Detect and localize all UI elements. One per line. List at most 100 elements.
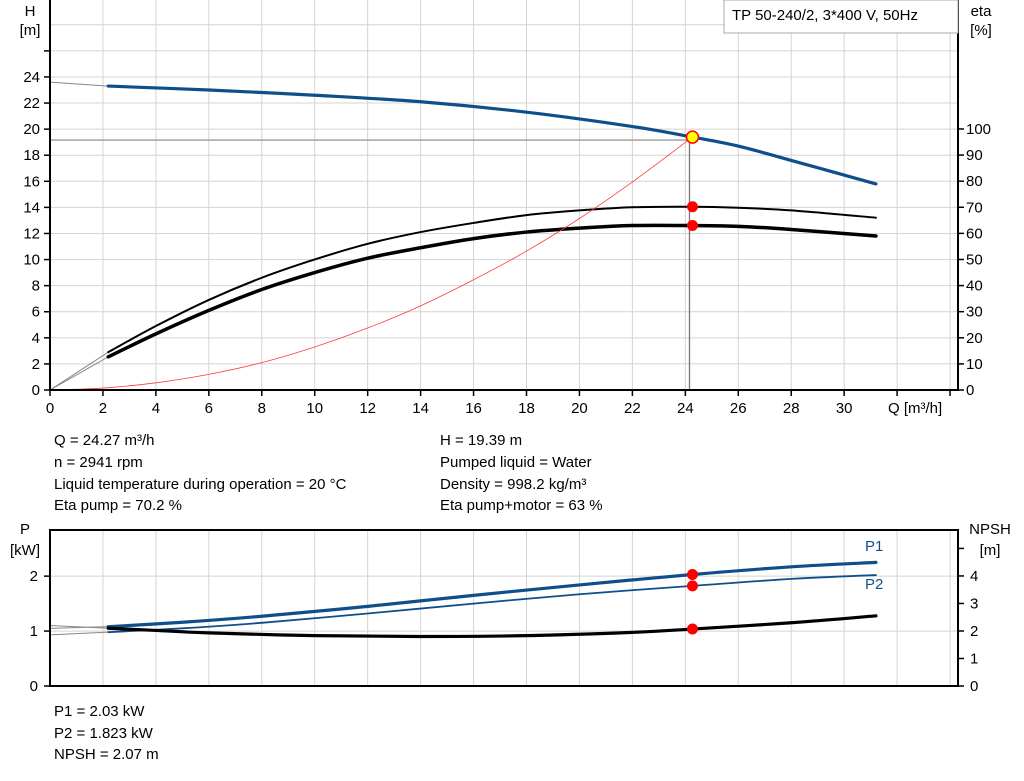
y-tick-label: 14 bbox=[23, 199, 40, 216]
y2-tick-label: 40 bbox=[966, 278, 983, 295]
eta-pump-motor-low-flow-line bbox=[49, 356, 109, 391]
bottom-plot-frame bbox=[49, 529, 959, 687]
npsh-low-flow-line bbox=[49, 624, 109, 629]
y-axis-label: H bbox=[25, 3, 36, 20]
info-pumped-liquid: Pumped liquid = Water bbox=[440, 454, 592, 471]
curves bbox=[49, 81, 878, 639]
info-eta-pump: Eta pump = 70.2 % bbox=[54, 497, 182, 514]
x-tick-label: 4 bbox=[152, 400, 160, 417]
x-tick-label: 24 bbox=[677, 400, 694, 417]
npsh-tick-label: 0 bbox=[970, 678, 978, 695]
info-eta-pump-motor: Eta pump+motor = 63 % bbox=[440, 497, 603, 514]
x-tick-label: 20 bbox=[571, 400, 588, 417]
eta-pump-curve bbox=[107, 205, 877, 354]
top-plot-axes bbox=[49, 0, 959, 391]
p1-low-flow-line bbox=[49, 626, 109, 629]
info-speed: n = 2941 rpm bbox=[54, 454, 143, 471]
y2-tick-label: 50 bbox=[966, 251, 983, 268]
p2-operating-dot bbox=[686, 580, 698, 592]
info-p1: P1 = 2.03 kW bbox=[54, 703, 145, 720]
p-tick-label: 1 bbox=[30, 623, 38, 640]
tick-labels: 0 2 4 6 8 10 12 14 16 18 20 22 24 26 28 300246810121416… bbox=[23, 69, 991, 695]
x-tick-label: 26 bbox=[730, 400, 747, 417]
info-bottom: P1 = 2.03 kW P2 = 1.823 kW NPSH = 2.07 m bbox=[54, 703, 159, 763]
x-axis-label: Q [m³/h] bbox=[888, 400, 942, 417]
y2-axis-label: eta bbox=[971, 3, 993, 20]
x-tick-label: 16 bbox=[465, 400, 482, 417]
x-tick-label: 14 bbox=[412, 400, 429, 417]
p2-curve bbox=[107, 574, 877, 634]
y2-tick-label: 0 bbox=[966, 382, 974, 399]
y-tick-label: 2 bbox=[32, 356, 40, 373]
y2-tick-label: 20 bbox=[966, 330, 983, 347]
y-tick-label: 6 bbox=[32, 304, 40, 321]
npsh-tick-label: 1 bbox=[970, 650, 978, 667]
p2-low-flow-line bbox=[49, 631, 109, 636]
info-p2: P2 = 1.823 kW bbox=[54, 725, 154, 742]
p1-curve bbox=[106, 560, 878, 629]
y-tick-label: 10 bbox=[23, 252, 40, 269]
top-grid bbox=[50, 0, 958, 390]
y-tick-label: 24 bbox=[23, 69, 40, 86]
x-tick-label: 28 bbox=[783, 400, 800, 417]
y2-tick-label: 70 bbox=[966, 199, 983, 216]
chart-title: TP 50-240/2, 3*400 V, 50Hz bbox=[732, 7, 918, 24]
p-tick-label: 0 bbox=[30, 678, 38, 695]
npsh-tick-label: 2 bbox=[970, 623, 978, 640]
y2-tick-label: 80 bbox=[966, 173, 983, 190]
info-head: H = 19.39 m bbox=[440, 432, 522, 449]
p-axis-label: P bbox=[20, 521, 30, 538]
x-tick-label: 2 bbox=[99, 400, 107, 417]
x-tick-label: 6 bbox=[205, 400, 213, 417]
eta-pump-motor-operating-dot bbox=[686, 220, 698, 232]
npsh-axis-unit: [m] bbox=[980, 542, 1001, 559]
y-tick-label: 12 bbox=[23, 225, 40, 242]
npsh-curve bbox=[106, 614, 878, 639]
npsh-tick-label: 4 bbox=[970, 568, 978, 585]
x-tick-label: 18 bbox=[518, 400, 535, 417]
y-tick-label: 18 bbox=[23, 147, 40, 164]
x-tick-label: 10 bbox=[306, 400, 323, 417]
y-tick-label: 8 bbox=[32, 278, 40, 295]
axes bbox=[44, 0, 964, 687]
system-curve-curve bbox=[49, 136, 693, 391]
info-flow: Q = 24.27 m³/h bbox=[54, 432, 154, 449]
eta-pump-motor-curve bbox=[106, 223, 878, 359]
y-tick-label: 20 bbox=[23, 121, 40, 138]
title-box bbox=[723, 0, 959, 34]
y2-tick-label: 60 bbox=[966, 225, 983, 242]
info-liquid-temperature: Liquid temperature during operation = 20… bbox=[54, 476, 347, 493]
operating-point-marker bbox=[685, 130, 700, 144]
y2-tick-label: 30 bbox=[966, 304, 983, 321]
p-axis-unit: [kW] bbox=[10, 542, 40, 559]
head-low-flow-line bbox=[49, 81, 109, 87]
info-npsh: NPSH = 2.07 m bbox=[54, 746, 159, 763]
y2-axis-unit: [%] bbox=[970, 22, 992, 39]
x-tick-label: 0 bbox=[46, 400, 54, 417]
y2-tick-label: 90 bbox=[966, 147, 983, 164]
y-tick-label: 4 bbox=[32, 330, 40, 347]
head-curve bbox=[106, 84, 878, 186]
x-tick-label: 12 bbox=[359, 400, 376, 417]
info-top: Q = 24.27 m³/h n = 2941 rpm Liquid tempe… bbox=[54, 432, 603, 514]
x-tick-label: 30 bbox=[836, 400, 853, 417]
p1-operating-dot bbox=[686, 568, 698, 580]
eta-pump-operating-dot bbox=[686, 201, 698, 213]
y2-tick-label: 10 bbox=[966, 356, 983, 373]
y-tick-label: 22 bbox=[23, 95, 40, 112]
npsh-tick-label: 3 bbox=[970, 595, 978, 612]
npsh-operating-dot bbox=[686, 623, 698, 635]
p1-series-label: P1 bbox=[865, 538, 883, 555]
p2-series-label: P2 bbox=[865, 576, 883, 593]
y2-tick-label: 100 bbox=[966, 121, 991, 138]
x-tick-label: 8 bbox=[258, 400, 266, 417]
y-axis-unit: [m] bbox=[20, 22, 41, 39]
y-tick-label: 0 bbox=[32, 382, 40, 399]
info-density: Density = 998.2 kg/m³ bbox=[440, 476, 586, 493]
p-tick-label: 2 bbox=[30, 568, 38, 585]
y-tick-label: 16 bbox=[23, 173, 40, 190]
x-tick-label: 22 bbox=[624, 400, 641, 417]
npsh-axis-label: NPSH bbox=[969, 521, 1011, 538]
bottom-grid bbox=[50, 530, 958, 686]
